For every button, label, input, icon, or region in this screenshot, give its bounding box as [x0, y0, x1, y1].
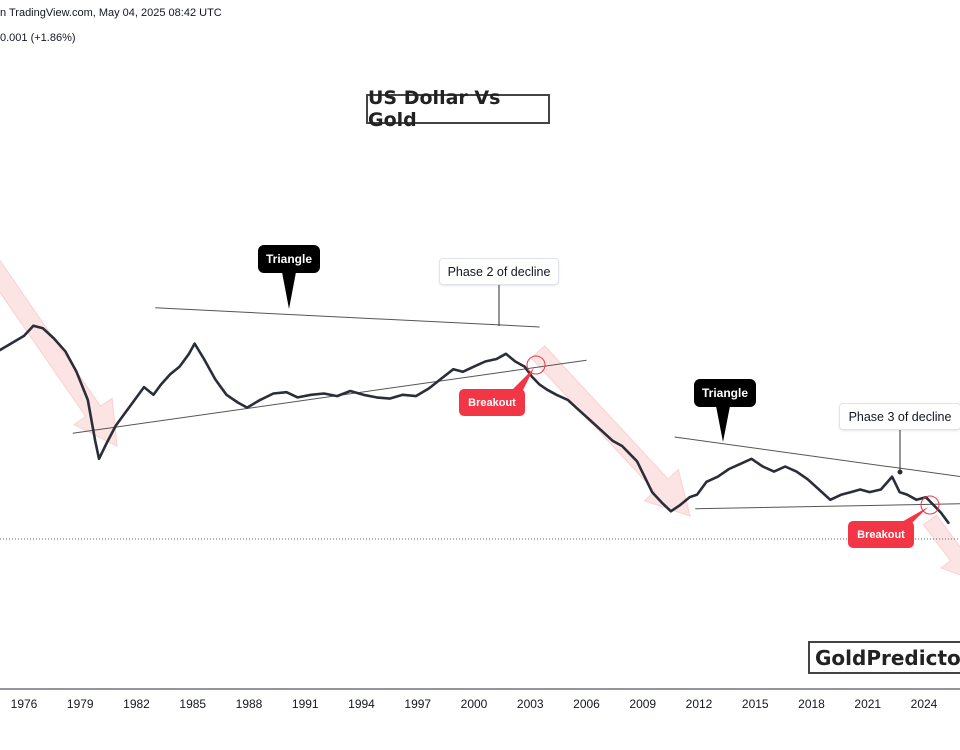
chart-source-line: n TradingView.com, May 04, 2025 08:42 UT…: [0, 7, 222, 19]
x-tick-label-2009: 2009: [629, 697, 656, 711]
callout-leaders: [282, 272, 928, 523]
x-tick-label-1991: 1991: [292, 697, 319, 711]
x-tick-label-1982: 1982: [123, 697, 150, 711]
x-tick-label-1976: 1976: [11, 697, 38, 711]
x-tick-label-2015: 2015: [742, 697, 769, 711]
triangle-1-upper-trendline: [155, 307, 540, 328]
phase-2-label: Phase 2 of decline: [440, 259, 558, 284]
triangle-1-pointer: [282, 272, 296, 309]
x-tick-label-2006: 2006: [573, 697, 600, 711]
decline-arrow-phase-1: [0, 259, 118, 447]
triangle-label-2: Triangle: [694, 379, 756, 407]
x-tick-label-1994: 1994: [348, 697, 375, 711]
decline-arrows: [0, 259, 960, 576]
x-axis-ticks: 1976 1979 1982 1985 1988 1991 1994 1997 2000 2003…: [11, 697, 938, 711]
trendlines: [72, 307, 960, 510]
x-tick-label-1985: 1985: [179, 697, 206, 711]
x-tick-label-2000: 2000: [461, 697, 488, 711]
x-tick-label-2003: 2003: [517, 697, 544, 711]
price-series-line: [0, 324, 950, 525]
x-tick-label-2021: 2021: [854, 697, 881, 711]
breakout-circles: [526, 355, 940, 515]
x-tick-label-2018: 2018: [798, 697, 825, 711]
breakout-1-pointer: [510, 368, 534, 392]
breakout-2-pointer: [900, 507, 928, 523]
triangle-2-upper-trendline: [674, 436, 960, 478]
chart-title: US Dollar Vs Gold: [366, 87, 550, 131]
breakout-circle-2: [920, 495, 940, 515]
goldpredictors-watermark: GoldPredictors: [808, 641, 960, 674]
breakout-label-1: Breakout: [459, 389, 525, 416]
breakout-label-2: Breakout: [848, 521, 914, 548]
triangle-label-1: Triangle: [258, 245, 320, 273]
triangle-1-lower-trendline: [72, 359, 587, 434]
decline-arrow-phase-2: [530, 345, 691, 517]
x-tick-label-1979: 1979: [67, 697, 94, 711]
x-tick-label-1997: 1997: [404, 697, 431, 711]
phase-3-marker: [897, 469, 903, 475]
decline-arrow-phase-3: [922, 514, 960, 576]
x-tick-label-1988: 1988: [236, 697, 263, 711]
x-tick-label-2012: 2012: [686, 697, 713, 711]
breakout-circle-1: [526, 355, 546, 375]
price-change-readout: 0.001 (+1.86%): [0, 32, 76, 44]
triangle-2-lower-trendline: [695, 503, 960, 510]
triangle-2-pointer: [716, 406, 730, 442]
x-tick-label-2024: 2024: [911, 697, 938, 711]
phase-3-label: Phase 3 of decline: [840, 404, 960, 429]
